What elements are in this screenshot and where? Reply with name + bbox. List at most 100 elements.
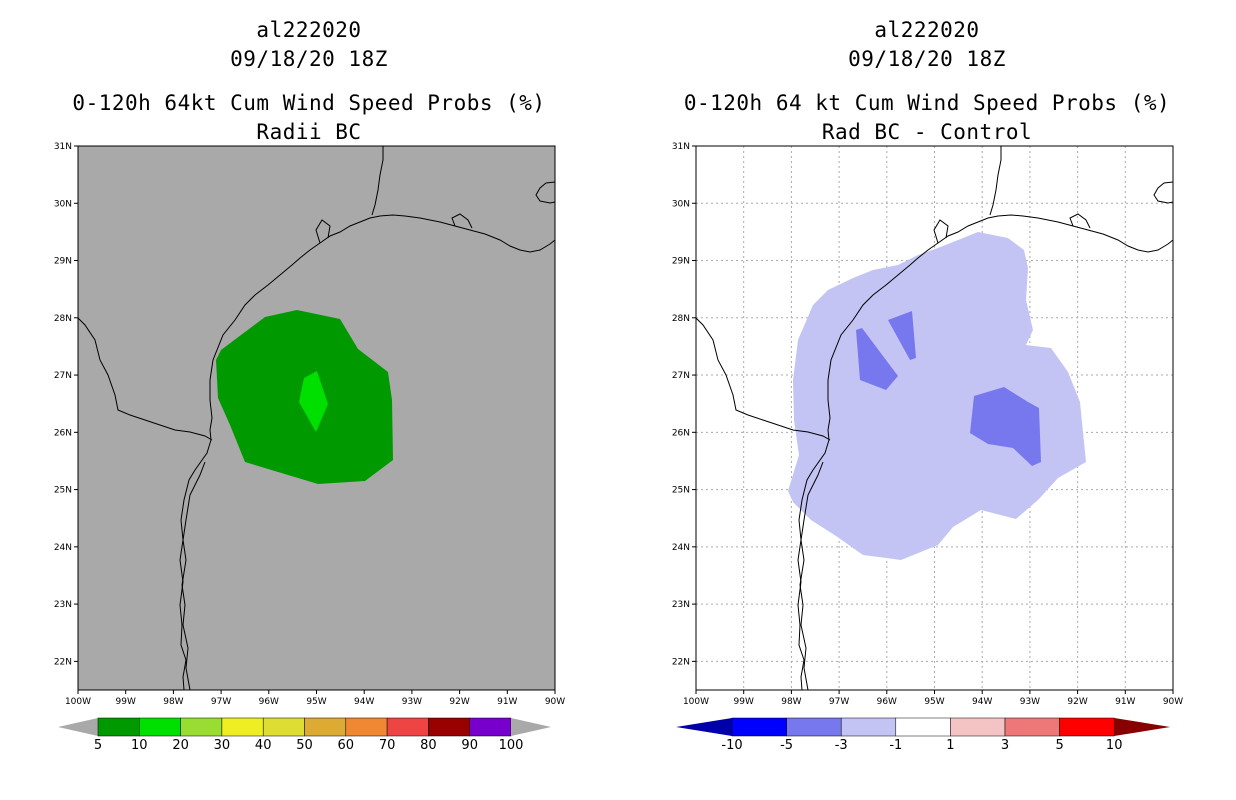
colorbar-label: 80 [420, 738, 437, 753]
colorbar-swatch [895, 717, 951, 737]
lon-label: 95W [306, 697, 326, 707]
colorbar-label: 70 [379, 738, 396, 753]
colorbar-swatch [428, 717, 470, 737]
probability-contours [216, 310, 393, 484]
lat-label: 27N [54, 371, 72, 381]
prob-10-20-region [299, 371, 328, 432]
longitude-labels: 100W 99W 98W 97W 96W 95W 94W 93W 92W 91W 90W [683, 690, 1183, 707]
storm-id: al222020 [874, 18, 980, 42]
colorbar-swatch [345, 717, 388, 737]
lat-label: 26N [54, 428, 72, 438]
colorbar-swatch [1004, 717, 1060, 737]
lat-label: 23N [672, 600, 690, 610]
lat-label: 23N [54, 600, 72, 610]
lon-label: 95W [924, 697, 944, 707]
colorbar-label: 3 [1001, 738, 1009, 753]
colorbar-swatch [262, 717, 305, 737]
lon-label: 91W [497, 697, 517, 707]
lat-label: 28N [54, 314, 72, 324]
lon-label: 93W [1020, 697, 1040, 707]
right-panel: al222020 09/18/20 18Z 0-120h 64 kt Cum W… [618, 0, 1236, 800]
lon-label: 99W [116, 697, 136, 707]
datetime: 09/18/20 18Z [848, 47, 1006, 71]
colorbar-swatch [304, 717, 347, 737]
lat-label: 24N [54, 543, 72, 553]
coastline [695, 146, 1174, 691]
colorbar-swatch [950, 717, 1006, 737]
lon-label: 93W [402, 697, 422, 707]
difference-map: 31N 30N 29N 28N 27N 26N 25N 24N 23N 22N 100W 99W 98… [672, 142, 1183, 753]
diff-minus5-minus3-region [970, 387, 1041, 466]
lon-label: 97W [211, 697, 231, 707]
latitude-labels: 31N 30N 29N 28N 27N 26N 25N 24N 23N 22N [672, 142, 696, 667]
lat-label: 28N [672, 314, 690, 324]
lat-label: 31N [54, 142, 72, 152]
probability-map: 31N 30N 29N 28N 27N 26N 25N 24N 23N 22N 100W 99W 98… [54, 142, 565, 753]
colorbar-swatch [221, 717, 264, 737]
plot-title: 0-120h 64kt Cum Wind Speed Probs (%) [72, 91, 546, 115]
lat-label: 25N [54, 486, 72, 496]
colorbar-label: 5 [1055, 738, 1063, 753]
colorbar-swatch [386, 717, 429, 737]
storm-id: al222020 [256, 18, 362, 42]
lat-label: 30N [54, 199, 72, 209]
colorbar-label: 40 [255, 738, 272, 753]
lat-label: 29N [54, 257, 72, 267]
colorbar-label: -3 [835, 738, 848, 753]
lat-label: 31N [672, 142, 690, 152]
lon-label: 100W [65, 697, 91, 707]
left-panel: al222020 09/18/20 18Z 0-120h 64kt Cum Wi… [54, 18, 565, 753]
longitude-labels: 100W 99W 98W 97W 96W 95W 94W 93W 92W 91W 90W [65, 690, 565, 707]
datetime: 09/18/20 18Z [230, 47, 388, 71]
lat-label: 25N [672, 486, 690, 496]
lon-label: 96W [877, 697, 897, 707]
colorbar-label: 10 [131, 738, 148, 753]
lat-label: 22N [54, 657, 72, 667]
colorbar-swatch [469, 717, 512, 737]
lon-label: 91W [1115, 697, 1135, 707]
lon-label: 99W [734, 697, 754, 707]
colorbar-high-arrow [511, 718, 551, 736]
colorbar-label: 20 [172, 738, 189, 753]
colorbar-label: -10 [721, 738, 742, 753]
colorbar-high-arrow [1114, 718, 1171, 736]
lat-label: 29N [672, 257, 690, 267]
lat-label: 24N [672, 543, 690, 553]
colorbar-swatch [731, 717, 787, 737]
lat-label: 27N [672, 371, 690, 381]
lon-label: 98W [163, 697, 183, 707]
difference-contours [788, 232, 1086, 560]
lon-label: 94W [354, 697, 374, 707]
diff-minus3-minus1-region [788, 232, 1086, 560]
lon-label: 92W [1067, 697, 1087, 707]
plot-subtitle: Rad BC - Control [821, 120, 1033, 144]
lon-label: 98W [781, 697, 801, 707]
lon-label: 96W [259, 697, 279, 707]
colorbar-swatch [840, 717, 897, 737]
diff-minus5-minus3-region [856, 328, 898, 390]
plot-title: 0-120h 64 kt Cum Wind Speed Probs (%) [683, 91, 1171, 115]
diff-minus5-minus3-region [888, 311, 916, 360]
colorbar-label: 90 [461, 738, 478, 753]
lat-label: 26N [672, 428, 690, 438]
colorbar-label: 50 [296, 738, 313, 753]
colorbar-swatch [139, 717, 181, 737]
colorbar-swatch [786, 717, 842, 737]
colorbar-label: 30 [214, 738, 231, 753]
colorbar-label: 60 [338, 738, 355, 753]
lon-label: 90W [545, 697, 565, 707]
plot-subtitle: Radii BC [256, 120, 362, 144]
lat-label: 22N [672, 657, 690, 667]
colorbar-label: 100 [499, 738, 524, 753]
colorbar-low-arrow [676, 718, 732, 736]
colorbar-label: 1 [946, 738, 954, 753]
colorbar-swatch [97, 717, 140, 737]
colorbar-label: 10 [1106, 738, 1123, 753]
probability-colorbar: 5 10 20 30 40 50 60 70 80 90 100 [58, 717, 551, 753]
colorbar-label: -5 [780, 738, 793, 753]
lon-label: 90W [1163, 697, 1183, 707]
coastline [77, 146, 556, 691]
lon-label: 94W [972, 697, 992, 707]
lon-label: 100W [683, 697, 709, 707]
difference-colorbar: -10 -5 -3 -1 1 3 5 10 [676, 717, 1171, 753]
